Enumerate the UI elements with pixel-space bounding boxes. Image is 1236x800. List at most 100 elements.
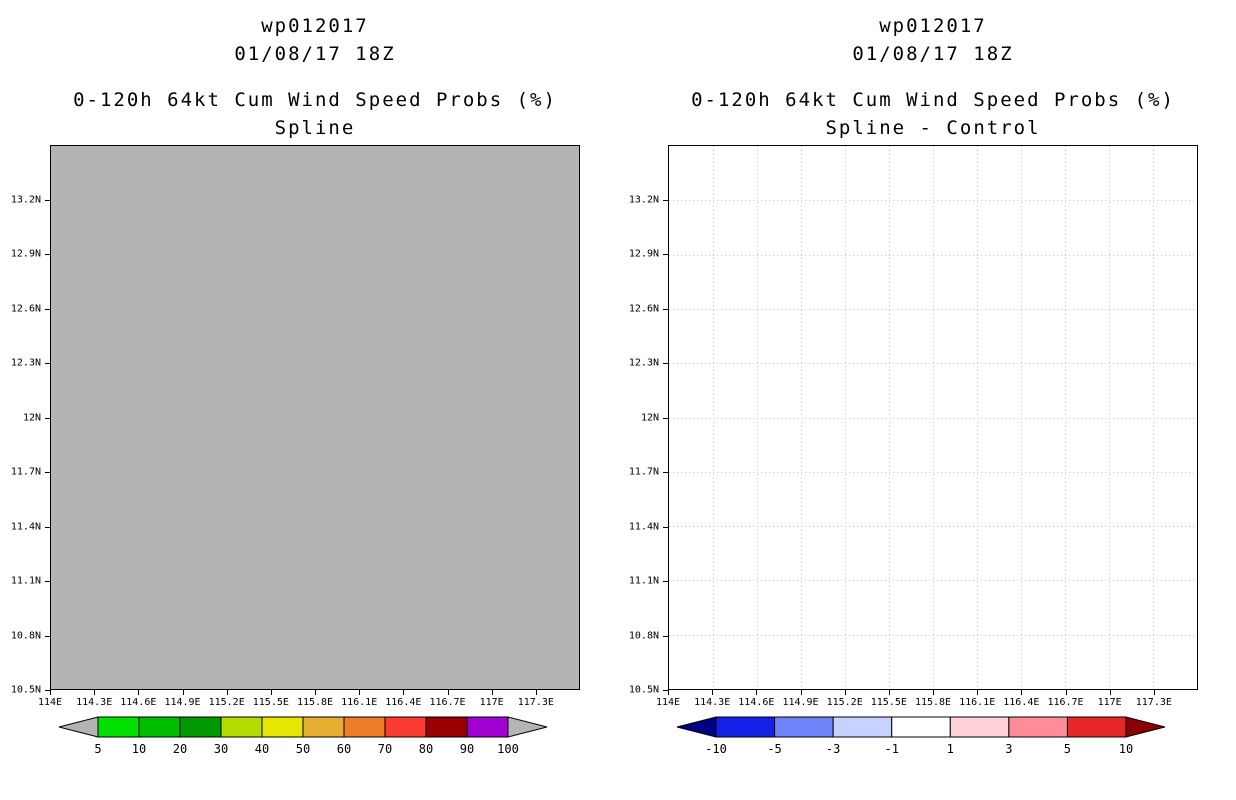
- colorbar-segment: [220, 716, 263, 738]
- y-tick-label: 11.7N: [628, 466, 659, 478]
- x-tick-mark: [1153, 690, 1155, 695]
- plot-subtitle: Spline: [274, 117, 356, 139]
- gridline-horizontal: [669, 471, 1197, 473]
- panel-spline: wp012017 01/08/17 18Z 0-120h 64kt Cum Wi…: [0, 12, 580, 758]
- x-tick-mark: [844, 690, 846, 695]
- colorbar-segment: [261, 716, 304, 738]
- x-tick-mark: [50, 690, 51, 695]
- plot-title: 0-120h 64kt Cum Wind Speed Probs (%): [73, 89, 557, 111]
- y-axis: 13.2N 12.9N 12.6N 12.3N 12N 11.7N 11.4N 11.1N 10…: [0, 145, 50, 696]
- y-tick-mark: [45, 472, 50, 473]
- colorbar-labels: 5 10 20 30 40 50 60 70 80 90 100: [94, 742, 518, 758]
- x-tick-label: 115.8E: [296, 697, 334, 708]
- colorbar-segment: [384, 716, 427, 738]
- colorbar-tick-label: -3: [825, 742, 841, 756]
- x-tick-label: 115.5E: [870, 697, 907, 708]
- colorbar-tick-label: 70: [377, 742, 393, 756]
- colorbar-tick-label: 80: [418, 742, 434, 756]
- y-tick-label: 11.1N: [628, 575, 659, 587]
- colorbar-tick-label: 5: [94, 742, 102, 756]
- x-tick-label: 116.7E: [429, 697, 466, 708]
- colorbar-tick-label: -10: [705, 742, 727, 756]
- colorbar-arrow-left: [58, 716, 99, 738]
- colorbar-tick-label: 1: [946, 742, 954, 756]
- x-tick-mark: [1021, 690, 1023, 695]
- y-tick-label: 12.9N: [628, 248, 659, 260]
- y-tick-label: 11.7N: [10, 466, 41, 478]
- y-tick-mark: [45, 526, 50, 528]
- storm-id: wp012017: [261, 15, 369, 37]
- plot-subtitle: Spline - Control: [825, 117, 1041, 139]
- x-tick-label: 114.6E: [738, 697, 775, 708]
- x-tick-label: 116.7E: [1047, 697, 1084, 708]
- y-tick-mark: [663, 526, 668, 528]
- gridline-horizontal: [669, 526, 1197, 528]
- colorbar-segment: [138, 716, 181, 738]
- x-tick-mark: [491, 690, 493, 695]
- colorbar-tick-label: 3: [1005, 742, 1013, 756]
- y-tick-mark: [45, 417, 50, 419]
- gridline-horizontal: [669, 254, 1197, 256]
- y-tick-mark: [663, 472, 668, 473]
- colorbar-segment: [715, 716, 776, 738]
- y-axis: 13.2N 12.9N 12.6N 12.3N 12N 11.7N 11.4N 11.1N 10…: [618, 145, 668, 696]
- y-tick-mark: [45, 690, 50, 691]
- x-tick-mark: [933, 690, 934, 695]
- x-tick-mark: [888, 690, 890, 695]
- y-tick-mark: [45, 308, 50, 310]
- colorbar-tick-label: 20: [172, 742, 188, 756]
- panel-header: wp012017 01/08/17 18Z 0-120h 64kt Cum Wi…: [50, 12, 580, 142]
- colorbar-tick-label: 90: [459, 742, 475, 756]
- gridline-horizontal: [669, 363, 1197, 365]
- init-time: 01/08/17 18Z: [852, 43, 1014, 65]
- y-tick-mark: [663, 308, 668, 310]
- x-tick-label: 115.2E: [826, 697, 863, 708]
- colorbar-segment: [97, 716, 140, 738]
- x-tick-mark: [138, 690, 140, 695]
- x-tick-label: 117.3E: [1135, 697, 1172, 708]
- colorbar-segment: [949, 716, 1010, 738]
- colorbar-arrow-right: [1125, 716, 1166, 738]
- colorbar-segment: [343, 716, 386, 738]
- panel-header: wp012017 01/08/17 18Z 0-120h 64kt Cum Wi…: [668, 12, 1198, 142]
- colorbar-arrow-right: [507, 716, 548, 738]
- x-tick-label: 117E: [1097, 697, 1122, 708]
- x-tick-mark: [800, 690, 802, 695]
- y-tick-mark: [663, 581, 668, 582]
- colorbar-segment: [1008, 716, 1068, 738]
- y-tick-mark: [45, 254, 50, 255]
- y-tick-label: 11.4N: [10, 521, 41, 532]
- x-tick-mark: [712, 690, 714, 695]
- x-tick-mark: [1065, 690, 1067, 695]
- map-area: [668, 145, 1198, 690]
- colorbar-segment: [1066, 716, 1127, 738]
- y-tick-mark: [663, 363, 668, 364]
- colorbar-segment: [466, 716, 509, 738]
- y-tick-mark: [663, 417, 668, 419]
- colorbar-segment: [832, 716, 893, 738]
- x-tick-label: 117E: [479, 697, 504, 708]
- y-tick-label: 12.3N: [628, 357, 659, 369]
- y-tick-mark: [663, 635, 668, 637]
- y-tick-label: 12.6N: [10, 303, 41, 314]
- colorbar-tick-label: 100: [497, 742, 519, 756]
- x-tick-label: 114.3E: [76, 697, 113, 708]
- colorbar-segment: [891, 716, 951, 738]
- y-tick-mark: [663, 690, 668, 691]
- y-tick-label: 13.2N: [10, 194, 41, 205]
- y-tick-label: 10.8N: [10, 630, 41, 641]
- y-tick-label: 10.5N: [10, 684, 41, 696]
- colorbar-arrow-left: [676, 716, 717, 738]
- y-tick-label: 12N: [640, 412, 659, 423]
- colorbar-segment: [302, 716, 345, 738]
- colorbar-tick-label: 50: [295, 742, 311, 756]
- x-tick-label: 114.9E: [164, 697, 201, 708]
- colorbar-tick-label: -1: [884, 742, 899, 756]
- gridline-horizontal: [669, 580, 1197, 582]
- x-tick-mark: [226, 690, 228, 695]
- y-tick-label: 12.9N: [10, 248, 41, 260]
- x-tick-mark: [359, 690, 361, 695]
- x-tick-mark: [182, 690, 184, 695]
- y-tick-mark: [45, 363, 50, 364]
